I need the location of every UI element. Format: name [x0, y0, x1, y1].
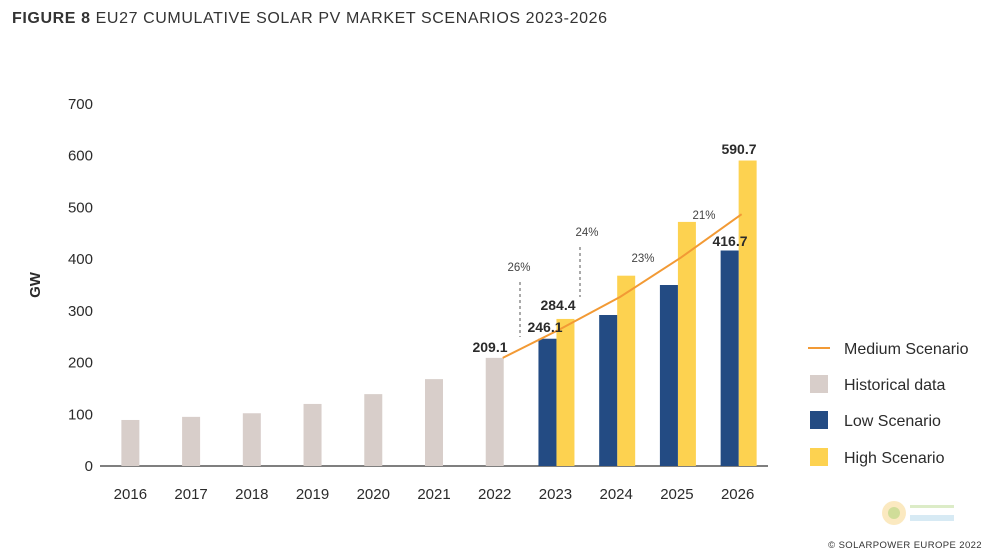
- data-label: 416.7: [712, 233, 747, 249]
- legend-swatch-low: [810, 411, 828, 429]
- data-label: 209.1: [472, 339, 507, 355]
- bar-high-scenario: [677, 221, 696, 466]
- y-tick-label: 600: [68, 148, 93, 165]
- data-label: 246.1: [527, 319, 562, 335]
- legend-label: Low Scenario: [844, 413, 941, 430]
- growth-rate-label: 24%: [575, 227, 598, 239]
- y-axis-label: GW: [27, 271, 44, 298]
- growth-rate-label: 23%: [631, 253, 654, 265]
- bar-high-scenario: [556, 318, 575, 466]
- bar-low-scenario: [599, 314, 618, 466]
- bar-historical: [242, 413, 261, 466]
- growth-rate-label: 26%: [507, 262, 530, 274]
- growth-rate-label: 21%: [692, 210, 715, 222]
- bar-low-scenario: [659, 285, 678, 466]
- y-tick-label: 700: [68, 96, 93, 113]
- bar-historical: [364, 394, 383, 466]
- x-tick-label: 2021: [417, 486, 450, 503]
- x-tick-label: 2018: [235, 486, 268, 503]
- y-tick-label: 300: [68, 303, 93, 320]
- copyright: © SOLARPOWER EUROPE 2022: [828, 540, 982, 551]
- y-tick-label: 100: [68, 406, 93, 423]
- legend-swatch-high: [810, 448, 828, 466]
- x-tick-label: 2020: [357, 486, 390, 503]
- figure-title: FIGURE 8 EU27 CUMULATIVE SOLAR PV MARKET…: [12, 10, 608, 28]
- x-tick-label: 2019: [296, 486, 329, 503]
- figure-title-text: EU27 CUMULATIVE SOLAR PV MARKET SCENARIO…: [95, 10, 608, 27]
- y-tick-label: 200: [68, 355, 93, 372]
- y-tick-label: 400: [68, 251, 93, 268]
- data-label: 590.7: [721, 141, 756, 157]
- x-tick-label: 2022: [478, 486, 511, 503]
- x-tick-label: 2016: [114, 486, 147, 503]
- bar-historical: [303, 403, 322, 466]
- figure-number: FIGURE 8: [12, 10, 91, 27]
- line-medium-scenario: [502, 213, 743, 359]
- y-tick-label: 0: [85, 458, 93, 475]
- y-tick-label: 500: [68, 199, 93, 216]
- bar-historical: [182, 416, 201, 466]
- x-tick-label: 2025: [660, 486, 693, 503]
- legend-label: High Scenario: [844, 450, 945, 467]
- bar-historical: [425, 379, 443, 466]
- bar-low-scenario: [538, 338, 557, 466]
- legend-swatch-historical: [810, 375, 828, 393]
- watermark-logo: [882, 501, 954, 525]
- bar-historical: [121, 419, 140, 466]
- bar-high-scenario: [617, 275, 636, 466]
- legend-label: Medium Scenario: [844, 341, 969, 358]
- bar-low-scenario: [720, 250, 739, 466]
- legend-label: Historical data: [844, 377, 945, 394]
- data-label: 284.4: [540, 297, 575, 313]
- x-tick-label: 2023: [539, 486, 572, 503]
- x-tick-label: 2026: [721, 486, 754, 503]
- bar-high-scenario: [738, 160, 757, 466]
- bar-historical: [485, 357, 504, 466]
- x-tick-label: 2024: [599, 486, 632, 503]
- x-tick-label: 2017: [174, 486, 207, 503]
